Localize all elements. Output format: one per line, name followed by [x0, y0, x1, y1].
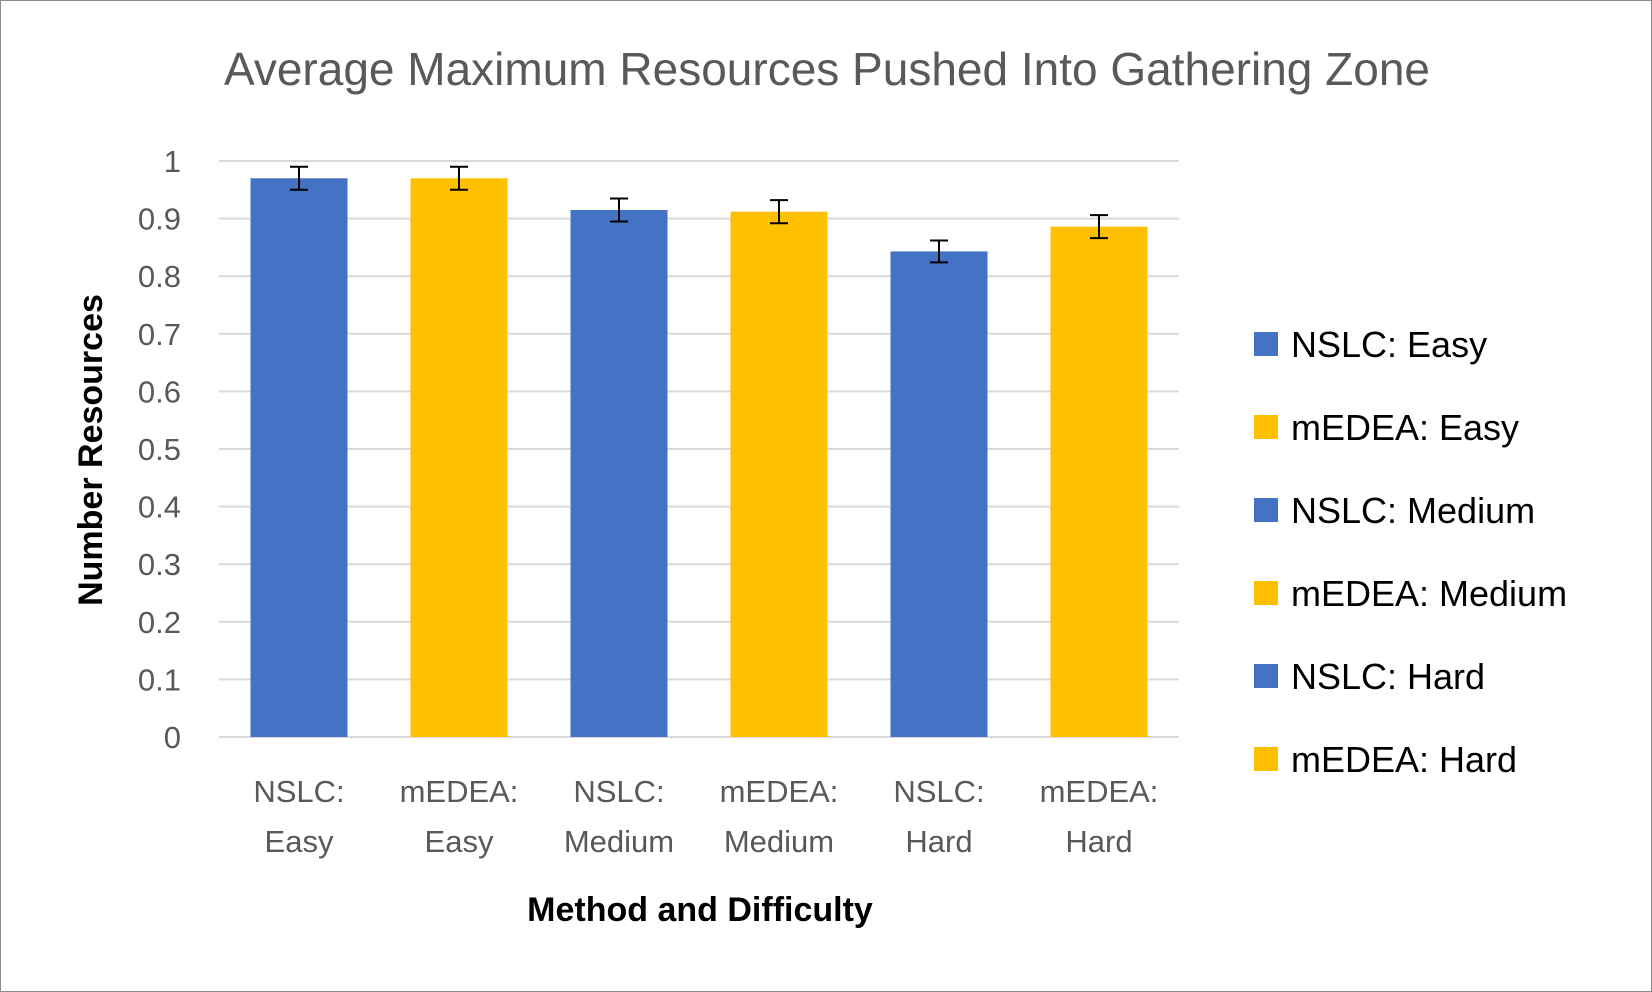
legend-item: mEDEA: Easy — [1254, 407, 1519, 448]
x-tick-label: NSLC: — [573, 774, 664, 809]
legend-label: mEDEA: Medium — [1291, 573, 1567, 614]
bars — [250, 178, 1148, 738]
gridlines — [219, 160, 1179, 738]
y-axis-title: Number Resources — [72, 294, 110, 606]
legend-label: NSLC: Medium — [1291, 490, 1535, 531]
legend-label: mEDEA: Easy — [1291, 407, 1519, 448]
x-tick-label: NSLC: — [253, 774, 344, 809]
error-bar — [770, 199, 788, 225]
bar — [410, 178, 508, 737]
legend-swatch — [1254, 747, 1278, 771]
y-tick-label: 0.5 — [138, 432, 181, 467]
y-tick-label: 0.6 — [138, 374, 181, 409]
legend-label: NSLC: Easy — [1291, 324, 1487, 365]
legend-swatch — [1254, 498, 1278, 522]
y-tick-label: 0 — [164, 720, 181, 755]
chart-title: Average Maximum Resources Pushed Into Ga… — [224, 43, 1430, 95]
y-tick-label: 1 — [164, 144, 181, 179]
legend-item: NSLC: Easy — [1254, 324, 1487, 365]
legend: NSLC: Easy mEDEA: Easy NSLC: Medium mEDEA: … — [1254, 324, 1567, 780]
legend-swatch — [1254, 581, 1278, 605]
x-axis-categories: NSLC: Easy mEDEA: Easy NSLC: Medium mEDEA: Medi… — [253, 774, 1158, 859]
legend-label: mEDEA: Hard — [1291, 739, 1517, 780]
legend-swatch — [1254, 664, 1278, 688]
legend-item: NSLC: Medium — [1254, 490, 1535, 531]
error-bar — [290, 165, 308, 191]
legend-swatch — [1254, 415, 1278, 439]
x-tick-label: Medium — [724, 824, 834, 859]
error-bar — [930, 239, 948, 264]
error-bars — [290, 165, 1108, 264]
legend-item: mEDEA: Hard — [1254, 739, 1517, 780]
bar — [250, 178, 348, 737]
y-axis-ticks: 0 0.1 0.2 0.3 0.4 0.5 0.6 0.7 0.8 0.9 1 — [138, 144, 181, 755]
legend-label: NSLC: Hard — [1291, 656, 1485, 697]
y-tick-label: 0.1 — [138, 662, 181, 697]
error-bar — [1090, 214, 1108, 240]
y-tick-label: 0.4 — [138, 490, 181, 525]
x-tick-label: NSLC: — [893, 774, 984, 809]
y-tick-label: 0.9 — [138, 202, 181, 237]
error-bar — [610, 197, 628, 223]
y-tick-label: 0.7 — [138, 317, 181, 352]
x-tick-label: Easy — [265, 824, 334, 859]
bar — [1050, 226, 1148, 737]
bar — [730, 211, 828, 738]
legend-swatch — [1254, 332, 1278, 356]
bar — [570, 209, 668, 737]
x-tick-label: mEDEA: — [400, 774, 519, 809]
error-bar — [450, 165, 468, 191]
legend-item: NSLC: Hard — [1254, 656, 1485, 697]
bar — [890, 251, 988, 737]
y-tick-label: 0.8 — [138, 259, 181, 294]
y-tick-label: 0.3 — [138, 547, 181, 582]
legend-item: mEDEA: Medium — [1254, 573, 1567, 614]
x-axis-title: Method and Difficulty — [527, 891, 873, 929]
y-tick-label: 0.2 — [138, 605, 181, 640]
x-tick-label: mEDEA: — [1040, 774, 1159, 809]
x-tick-label: mEDEA: — [720, 774, 839, 809]
x-tick-label: Hard — [1065, 824, 1132, 859]
x-tick-label: Hard — [905, 824, 972, 859]
x-tick-label: Easy — [425, 824, 494, 859]
x-tick-label: Medium — [564, 824, 674, 859]
